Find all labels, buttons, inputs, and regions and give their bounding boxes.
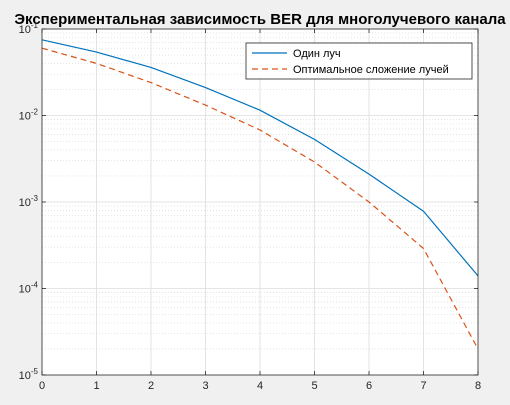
y-tick-label: 10-4 — [19, 281, 39, 296]
x-tick-label: 1 — [93, 380, 99, 392]
x-tick-label: 8 — [475, 380, 481, 392]
legend: Один луч Оптимальное сложение лучей — [245, 42, 473, 80]
chart-title: Экспериментальная зависимость BER для мн… — [14, 11, 506, 28]
legend-label-series-1: Один луч — [293, 48, 341, 60]
x-tick-label: 0 — [39, 380, 45, 392]
y-tick-label: 10-3 — [19, 194, 39, 209]
legend-box — [245, 42, 473, 80]
series-group — [41, 39, 479, 350]
x-tick-label: 7 — [420, 380, 426, 392]
x-tick-label: 2 — [148, 380, 154, 392]
grid — [42, 29, 478, 375]
y-tick-label: 10-2 — [19, 108, 39, 123]
x-tick-label: 5 — [311, 380, 317, 392]
axis-ticks: 0 1 2 3 4 5 6 7 8 10-1 10-2 10-3 10-4 10-5 — [19, 21, 481, 392]
series-line-1 — [41, 39, 479, 277]
y-tick-label: 10-5 — [19, 367, 39, 382]
x-tick-label: 6 — [366, 380, 372, 392]
legend-label-series-2: Оптимальное сложение лучей — [293, 64, 449, 76]
y-tick-label: 10-1 — [19, 21, 39, 36]
x-tick-label: 4 — [257, 380, 263, 392]
series-line-2 — [41, 47, 479, 350]
x-tick-label: 3 — [202, 380, 208, 392]
